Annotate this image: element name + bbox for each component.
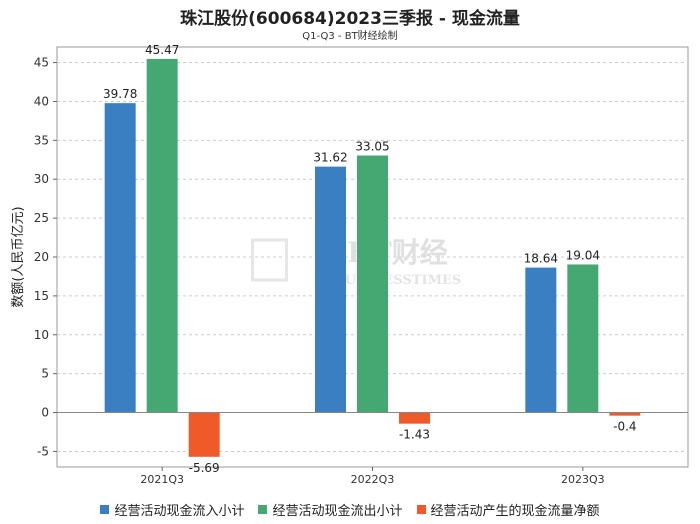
bar[interactable] <box>188 412 220 457</box>
legend-swatch <box>100 505 110 514</box>
y-tick-label: 35 <box>34 133 49 147</box>
legend-label: 经营活动产生的现金流量净额 <box>430 504 600 519</box>
data-label: 18.64 <box>524 252 558 266</box>
y-tick-label: 5 <box>41 367 49 381</box>
bar[interactable] <box>357 155 388 413</box>
bar[interactable] <box>104 103 136 413</box>
watermark-subtext: BUSINESSTIMES <box>334 273 462 288</box>
legend-item-outflow[interactable]: 经营活动现金流出小计 <box>258 500 403 519</box>
bar[interactable] <box>315 166 346 413</box>
legend-swatch <box>416 505 426 514</box>
data-label: -5.69 <box>189 461 220 475</box>
data-label: 33.05 <box>355 140 389 154</box>
y-tick-label: 25 <box>34 211 49 225</box>
data-label: 45.47 <box>145 43 179 57</box>
y-tick-label: 45 <box>34 56 49 70</box>
chart-subtitle: Q1-Q3 - BT财经绘制 <box>302 31 398 42</box>
bar[interactable] <box>146 58 178 413</box>
legend-item-net[interactable]: 经营活动产生的现金流量净额 <box>416 500 600 519</box>
y-tick-label: 40 <box>34 94 49 108</box>
bar[interactable] <box>567 264 599 413</box>
bar[interactable] <box>609 412 641 416</box>
data-label: 39.78 <box>103 87 137 101</box>
y-tick-label: 20 <box>34 250 49 264</box>
data-label: 19.04 <box>566 248 600 262</box>
x-tick-label: 2023Q3 <box>561 473 605 486</box>
data-label: -1.43 <box>399 428 430 442</box>
bar[interactable] <box>525 267 557 413</box>
legend-label: 经营活动现金流入小计 <box>114 504 245 519</box>
legend-swatch <box>258 505 268 514</box>
data-label: 31.62 <box>313 151 347 165</box>
y-tick-label: 0 <box>41 406 49 420</box>
chart-legend: 经营活动现金流入小计 经营活动现金流出小计 经营活动产生的现金流量净额 <box>0 500 700 519</box>
y-tick-label: -5 <box>37 444 49 458</box>
watermark-logo <box>251 238 288 282</box>
y-axis-label: 数额(人民币亿元) <box>11 206 26 307</box>
x-tick-label: 2021Q3 <box>140 473 184 486</box>
y-tick-label: 30 <box>34 172 49 186</box>
bar[interactable] <box>399 412 430 424</box>
legend-label: 经营活动现金流出小计 <box>272 504 403 519</box>
x-tick-label: 2022Q3 <box>351 473 395 486</box>
y-tick-label: 15 <box>34 289 49 303</box>
chart-title: 珠江股份(600684)2023三季报 - 现金流量 <box>180 9 520 29</box>
legend-item-inflow[interactable]: 经营活动现金流入小计 <box>100 500 244 519</box>
y-tick-label: 10 <box>34 328 49 342</box>
data-label: -0.4 <box>613 420 636 434</box>
chart-canvas: -5051015202530354045BT财经BUSINESSTIMES39.… <box>11 43 689 486</box>
